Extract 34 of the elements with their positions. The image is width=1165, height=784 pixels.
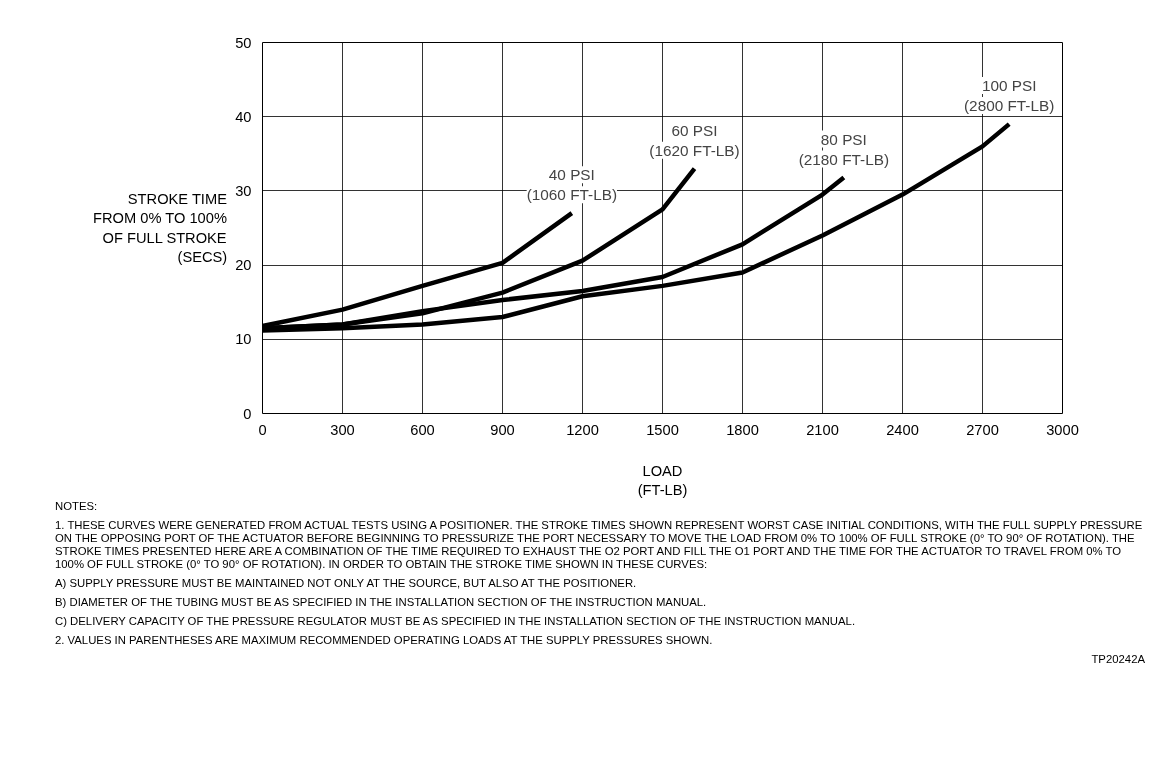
x-tick-label: 600	[410, 421, 435, 438]
text: C) DELIVERY CAPACITY OF THE PRESSURE REGULATOR MUST BE AS SPECIFIED IN THE INSTALLATION SECTION OF THE INSTRUCTION MANUAL.	[55, 615, 857, 629]
x-tick-label: 1500	[646, 421, 679, 438]
x-tick-label: 900	[490, 421, 515, 438]
y-axis-title: STROKE TIME FROM 0% TO 100% OF FULL STROKE (SECS)	[93, 191, 228, 265]
text: 1. THESE CURVES WERE GENERATED FROM ACTUAL TESTS USING A POSITIONER. THE STROKE TIMES SHOWN REPRESENT WORST CASE INITIAL CONDITIONS, WITH THE FULL SUPPLY PRESSURE ON THE OPPOSING PORT OF THE ACTUATOR BEFORE BEGINNING TO PRESSURIZE THE PORT NECESSARY TO MOVE THE LOAD FROM 0% TO 100% OF FULL STROKE (0° TO 90° OF ROTATION). THE STROKE TIMES PRESENTED HERE ARE A COMBINATION OF THE TIME REQUIRED TO EXHAUST THE O2 PORT AND FILL THE O1 PORT AND THE TIME FOR THE ACTUATOR TO TRAVEL FROM 0% TO 100% OF FULL STROKE (0° TO 90° OF ROTATION). IN ORDER TO OBTAIN THE STROKE TIME SHOWN IN THESE CURVES:	[55, 519, 1144, 572]
x-tick-label: 1200	[566, 421, 599, 438]
text: 80 PSI	[820, 130, 867, 148]
y-tick-label: 30	[235, 182, 252, 199]
text: NOTES:	[55, 500, 99, 514]
y-tick-label: 40	[235, 108, 252, 125]
y-tick-label: 20	[235, 257, 252, 274]
annotation: (1620 FT-LB)	[649, 141, 740, 159]
text: B) DIAMETER OF THE TUBING MUST BE AS SPECIFIED IN THE INSTALLATION SECTION OF THE INSTRUCTION MANUAL.	[55, 596, 708, 610]
text: A) SUPPLY PRESSURE MUST BE MAINTAINED NOT ONLY AT THE SOURCE, BUT ALSO AT THE POSITIONER.	[55, 577, 638, 591]
y-tick-label: 50	[235, 34, 252, 51]
y-tick-label: 10	[235, 331, 252, 348]
x-tick-label: 2700	[966, 421, 999, 438]
text: 60 PSI	[671, 121, 718, 139]
text: 100 PSI	[981, 77, 1037, 95]
annotation: (2180 FT-LB)	[798, 150, 889, 168]
x-tick-label: 2100	[806, 421, 839, 438]
annotation: (2800 FT-LB)	[964, 97, 1055, 115]
x-tick-label: 0	[258, 421, 267, 438]
x-tick-label: 300	[330, 421, 355, 438]
text: 2. VALUES IN PARENTHESES ARE MAXIMUM RECOMMENDED OPERATING LOADS AT THE SUPPLY PRESSURES SHOWN.	[55, 634, 714, 648]
x-tick-label: 1800	[726, 421, 759, 438]
x-axis-title: LOAD (FT-LB)	[637, 462, 688, 498]
y-tick-label: 0	[243, 405, 252, 422]
x-tick-label: 3000	[1046, 421, 1079, 438]
text: 40 PSI	[548, 166, 595, 184]
x-tick-label: 2400	[886, 421, 919, 438]
text: TP20242A	[1090, 653, 1145, 667]
annotation: (1060 FT-LB)	[526, 186, 617, 204]
